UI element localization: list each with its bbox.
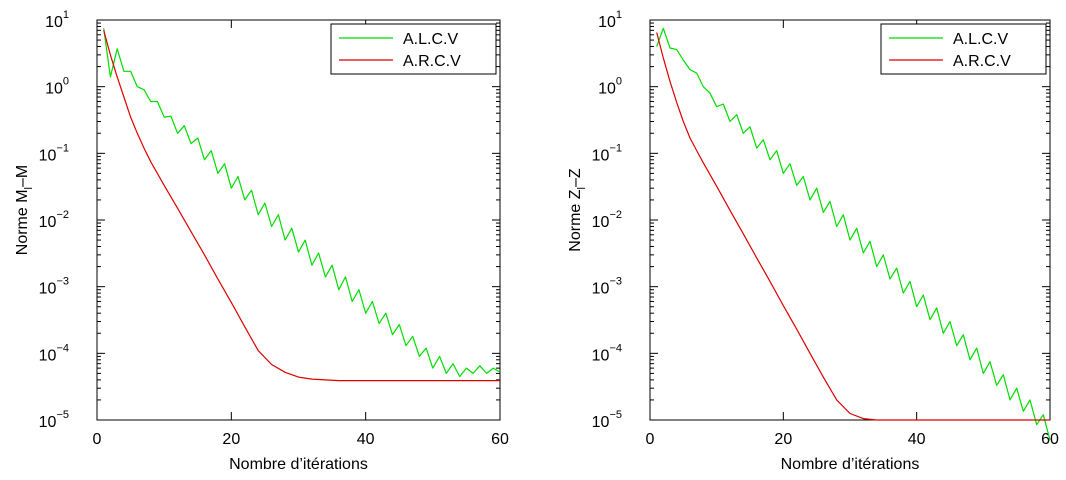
y-axis-label: Norme Ml–M: [14, 165, 35, 255]
x-tick-label: 0: [646, 431, 655, 448]
y-tick-label: 10−1: [592, 142, 622, 164]
legend-label-0: A.L.C.V: [403, 31, 458, 48]
y-tick-exponent: −2: [56, 209, 69, 221]
y-axis-label: Norme Zl–Z: [567, 168, 588, 252]
legend: A.L.C.V A.R.C.V: [330, 23, 497, 75]
y-tick-label: 10−3: [39, 276, 69, 298]
y-axis-label-subscript: l: [23, 187, 35, 189]
y-tick-label: 10−1: [39, 142, 69, 164]
y-tick-label: 10−5: [39, 409, 69, 431]
y-tick-label: 10−5: [592, 409, 622, 431]
y-tick-label: 10−4: [39, 342, 69, 364]
x-axis-label: Nombre d’itérations: [781, 456, 920, 473]
y-tick-label: 101: [45, 9, 69, 31]
y-tick-exponent: −4: [609, 342, 622, 354]
y-axis-label-rest: –M: [14, 165, 31, 187]
y-tick-label: 10−2: [592, 209, 622, 231]
y-tick-exponent: −2: [609, 209, 622, 221]
series-line-1: [656, 32, 1050, 421]
x-tick-label: 60: [491, 431, 509, 448]
y-tick-exponent: 1: [63, 9, 69, 21]
legend: A.L.C.V A.R.C.V: [880, 23, 1047, 75]
y-tick-base: 10: [598, 81, 616, 98]
y-axis-label-base: Norme M: [14, 189, 31, 255]
y-tick-base: 10: [592, 214, 610, 231]
y-tick-exponent: 0: [63, 76, 69, 88]
y-tick-base: 10: [592, 414, 610, 431]
y-tick-exponent: −1: [609, 142, 622, 154]
x-tick-label: 20: [222, 431, 240, 448]
y-tick-exponent: −3: [609, 276, 622, 288]
y-tick-base: 10: [592, 347, 610, 364]
y-tick-exponent: −5: [56, 409, 69, 421]
y-tick-label: 10−3: [592, 276, 622, 298]
y-tick-exponent: −4: [56, 342, 69, 354]
y-tick-exponent: −5: [609, 409, 622, 421]
series-line-1: [103, 30, 500, 382]
y-tick-base: 10: [592, 147, 610, 164]
x-tick-label: 0: [93, 431, 102, 448]
x-tick-label: 20: [774, 431, 792, 448]
y-tick-base: 10: [39, 214, 57, 231]
legend-box: [880, 23, 1047, 75]
y-tick-exponent: −3: [56, 276, 69, 288]
y-axis-label-base: Norme Z: [567, 189, 584, 251]
y-tick-base: 10: [592, 281, 610, 298]
x-axis-label: Nombre d’itérations: [229, 456, 368, 473]
legend-label-1: A.R.C.V: [953, 53, 1011, 70]
y-tick-label: 10−4: [592, 342, 622, 364]
x-tick-label: 40: [908, 431, 926, 448]
x-tick-label: 40: [357, 431, 375, 448]
y-tick-exponent: 1: [616, 9, 622, 21]
legend-box: [330, 23, 497, 75]
y-tick-label: 10−2: [39, 209, 69, 231]
y-axis-label-subscript: l: [576, 187, 588, 189]
y-tick-base: 10: [39, 347, 57, 364]
y-tick-base: 10: [39, 281, 57, 298]
y-tick-base: 10: [39, 414, 57, 431]
y-tick-base: 10: [598, 14, 616, 31]
y-tick-exponent: 0: [616, 76, 622, 88]
y-tick-label: 101: [598, 9, 622, 31]
y-tick-base: 10: [45, 14, 63, 31]
series-line-0: [103, 28, 501, 378]
y-tick-base: 10: [39, 147, 57, 164]
y-tick-base: 10: [45, 81, 63, 98]
series-line-0: [656, 27, 1051, 441]
legend-label-1: A.R.C.V: [403, 53, 461, 70]
y-tick-exponent: −1: [56, 142, 69, 154]
y-axis-label-rest: –Z: [567, 168, 584, 187]
legend-label-0: A.L.C.V: [953, 31, 1008, 48]
y-tick-label: 100: [45, 76, 69, 98]
y-tick-label: 100: [598, 76, 622, 98]
